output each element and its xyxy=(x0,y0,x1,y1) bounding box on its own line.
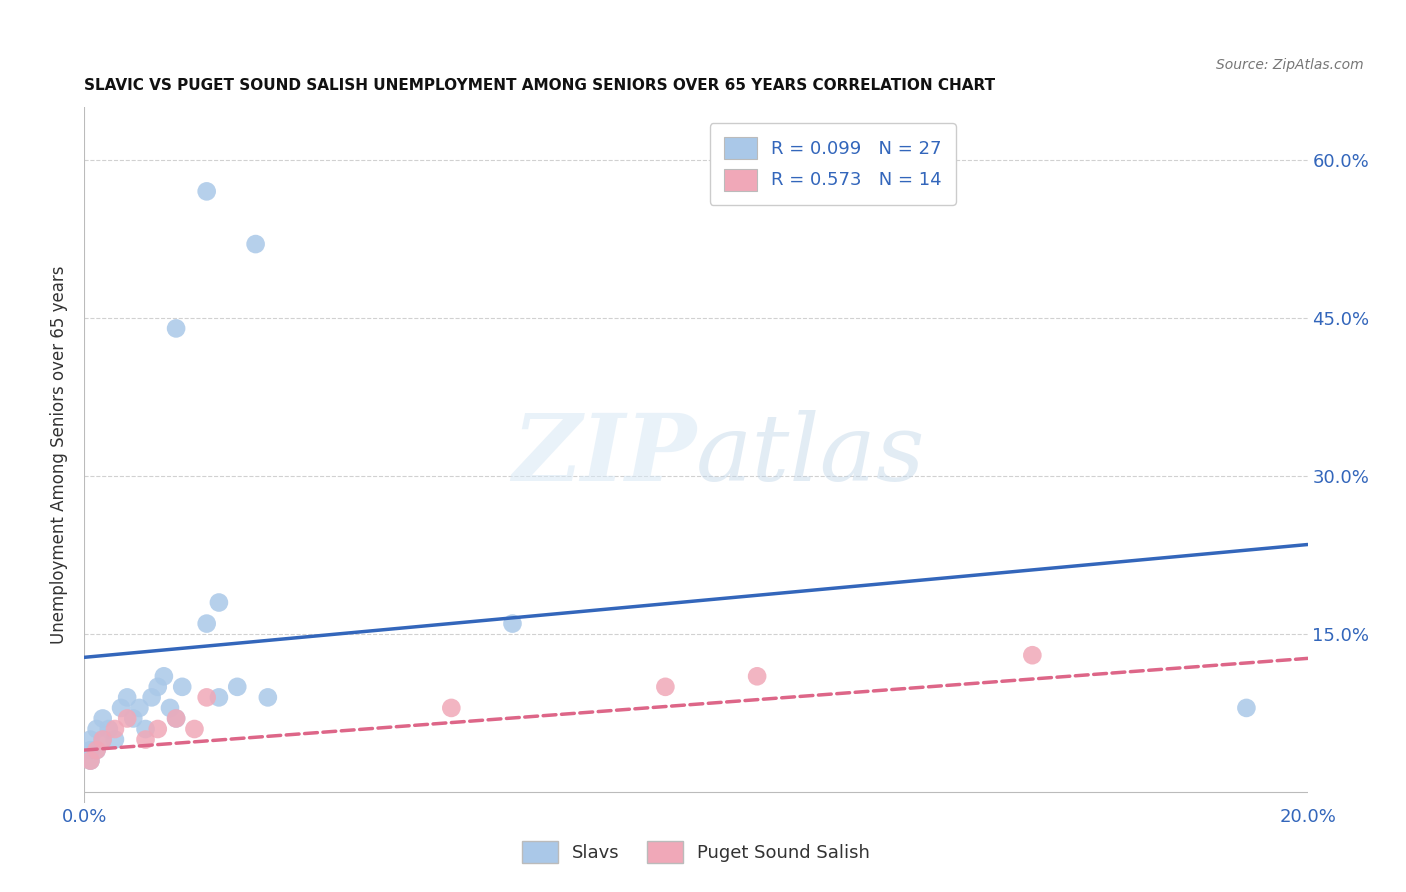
Point xyxy=(226,680,249,694)
Point xyxy=(141,690,163,705)
Point xyxy=(159,701,181,715)
Point xyxy=(79,754,101,768)
Point xyxy=(654,680,676,694)
Point xyxy=(208,690,231,705)
Point xyxy=(115,711,138,725)
Point xyxy=(1021,648,1043,663)
Point xyxy=(195,690,218,705)
Point xyxy=(122,711,145,725)
Text: SLAVIC VS PUGET SOUND SALISH UNEMPLOYMENT AMONG SENIORS OVER 65 YEARS CORRELATIO: SLAVIC VS PUGET SOUND SALISH UNEMPLOYMEN… xyxy=(84,78,995,94)
Text: ZIP: ZIP xyxy=(512,410,696,500)
Point xyxy=(91,732,114,747)
Point xyxy=(135,722,157,736)
Point xyxy=(165,711,187,725)
Point xyxy=(91,711,114,725)
Point xyxy=(86,743,108,757)
Point xyxy=(86,743,108,757)
Point xyxy=(110,701,132,715)
Point xyxy=(135,732,157,747)
Point xyxy=(146,680,169,694)
Point xyxy=(165,711,187,725)
Point xyxy=(172,680,194,694)
Point xyxy=(257,690,280,705)
Point xyxy=(502,616,524,631)
Point xyxy=(104,722,127,736)
Legend: Slavs, Puget Sound Salish: Slavs, Puget Sound Salish xyxy=(515,834,877,871)
Point xyxy=(115,690,138,705)
Point xyxy=(153,669,176,683)
Point xyxy=(747,669,769,683)
Point xyxy=(208,595,231,609)
Point xyxy=(195,185,218,199)
Point xyxy=(97,722,120,736)
Point xyxy=(79,743,101,757)
Point xyxy=(79,754,101,768)
Point xyxy=(165,321,187,335)
Text: atlas: atlas xyxy=(696,410,925,500)
Point xyxy=(183,722,205,736)
Text: Source: ZipAtlas.com: Source: ZipAtlas.com xyxy=(1216,58,1364,72)
Point xyxy=(128,701,150,715)
Point xyxy=(104,732,127,747)
Point xyxy=(195,616,218,631)
Point xyxy=(245,237,267,252)
Point xyxy=(440,701,463,715)
Y-axis label: Unemployment Among Seniors over 65 years: Unemployment Among Seniors over 65 years xyxy=(51,266,69,644)
Point xyxy=(91,732,114,747)
Point xyxy=(86,722,108,736)
Point xyxy=(146,722,169,736)
Point xyxy=(79,732,101,747)
Point xyxy=(1236,701,1258,715)
